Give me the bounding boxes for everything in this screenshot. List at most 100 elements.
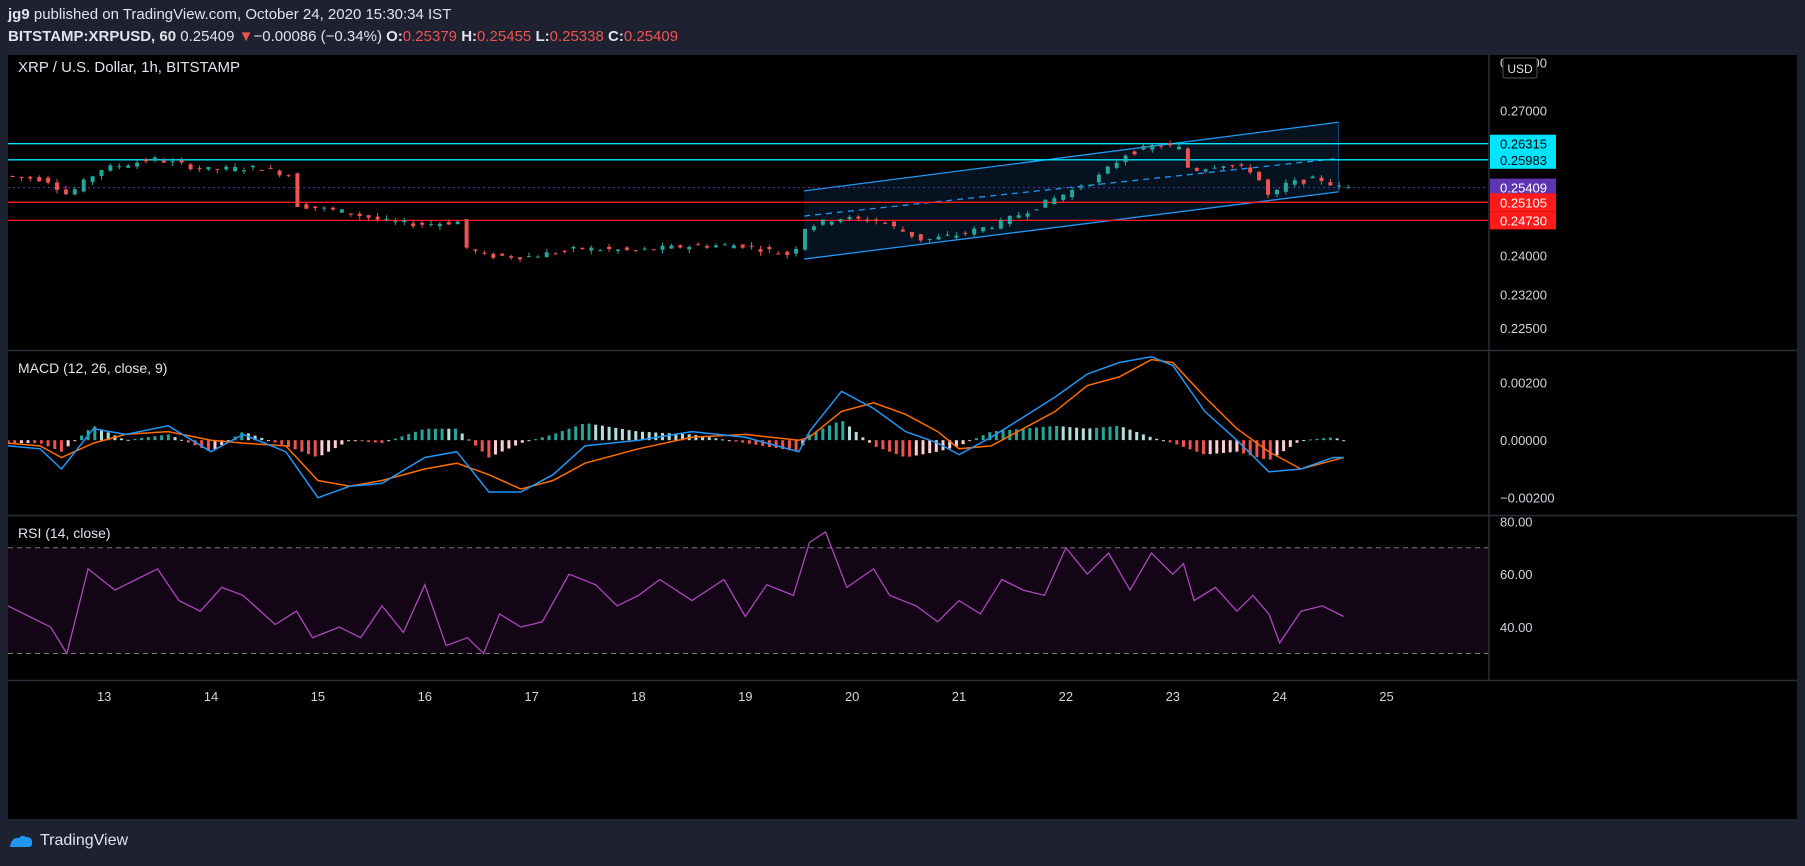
- candle-body: [55, 182, 59, 190]
- candle-body: [242, 170, 246, 172]
- horizontal-levels[interactable]: [8, 143, 1489, 222]
- price-marker-label: 0.25983: [1500, 153, 1547, 168]
- candle-body: [420, 222, 425, 225]
- time-axis-label: 21: [952, 689, 966, 704]
- candle-body: [402, 220, 407, 223]
- macd-histogram-bar: [93, 426, 97, 441]
- brand-name[interactable]: TradingView: [40, 832, 129, 849]
- macd-histogram-bar: [1222, 440, 1225, 453]
- price-marker-badge: [1490, 178, 1556, 197]
- macd-histogram-bar: [267, 440, 270, 442]
- publisher-name[interactable]: jg9: [8, 6, 30, 23]
- macd-histogram-bar: [19, 440, 23, 444]
- candle-body: [1319, 177, 1324, 182]
- macd-histogram-bar: [600, 425, 604, 441]
- macd-histogram-bar: [841, 421, 845, 441]
- time-axis-label: 13: [97, 689, 111, 704]
- macd-histogram-bar: [741, 440, 745, 443]
- macd-histogram-bar: [774, 440, 778, 448]
- macd-histogram-bar: [647, 432, 651, 441]
- macd-histogram-bar: [921, 440, 925, 455]
- channel-mid-line[interactable]: [804, 157, 1339, 217]
- macd-histogram-bar: [1055, 425, 1059, 441]
- candle-body: [1114, 162, 1119, 168]
- macd-histogram-bar: [447, 428, 451, 441]
- time-axis[interactable]: 13 14 15 16 17 18 19 20 21 22 23 24 25: [97, 689, 1394, 704]
- macd-histogram-bar: [1342, 440, 1346, 442]
- macd-histogram-bar: [734, 440, 738, 442]
- candle-body: [535, 256, 540, 258]
- price-axis[interactable]: 0.280000.270000.240000.232000.225000.002…: [1500, 55, 1555, 635]
- macd-histogram-bar: [934, 440, 938, 452]
- candle-body: [384, 218, 389, 220]
- macd-pane[interactable]: MACD (12, 26, close, 9): [8, 356, 1346, 499]
- time-axis-label: 17: [524, 689, 538, 704]
- macd-histogram-bar: [1061, 426, 1065, 441]
- macd-histogram-bar: [133, 438, 137, 441]
- rsi-axis-label: 40.00: [1500, 620, 1533, 635]
- candle-body: [81, 179, 86, 192]
- macd-histogram-bar: [253, 435, 257, 441]
- macd-histogram-bar: [641, 431, 644, 441]
- macd-histogram-bar: [26, 440, 30, 444]
- macd-axis-label: 0.00200: [1500, 376, 1547, 391]
- macd-histogram-bar: [1195, 440, 1199, 452]
- candle-body: [1132, 151, 1137, 155]
- candle-body: [954, 235, 959, 238]
- macd-histogram-bar: [1021, 428, 1025, 441]
- candle-body: [117, 166, 122, 168]
- macd-histogram-bar: [881, 440, 885, 450]
- macd-histogram-bar: [727, 440, 731, 442]
- channel-upper-line[interactable]: [804, 121, 1339, 192]
- macd-histogram-bar: [400, 436, 404, 441]
- macd-histogram-bar: [787, 440, 791, 451]
- macd-histogram-bar: [407, 434, 411, 441]
- price-pane[interactable]: XRP / U.S. Dollar, 1h, BITSTAMP: [8, 59, 1489, 263]
- candle-body: [1096, 174, 1101, 183]
- macd-histogram-bar: [454, 428, 457, 441]
- macd-histogram-bar: [567, 428, 571, 441]
- macd-histogram-bar: [1115, 426, 1119, 441]
- macd-histogram-bar: [420, 429, 424, 441]
- macd-histogram-bar: [1308, 439, 1312, 441]
- price-marker-label: 0.25105: [1500, 195, 1547, 210]
- time-axis-label: 14: [204, 689, 218, 704]
- candle-body: [1061, 194, 1066, 200]
- macd-histogram-bar: [874, 440, 878, 447]
- macd-histogram-bar: [1228, 440, 1232, 453]
- macd-histogram-bar: [153, 436, 157, 441]
- candle-body: [580, 247, 585, 250]
- macd-histogram-bar: [848, 426, 851, 441]
- macd-histogram-bar: [333, 440, 337, 449]
- candle-body: [1079, 187, 1083, 189]
- macd-histogram-bar: [928, 440, 932, 454]
- price-marker-badge: [1490, 134, 1556, 153]
- candle-body: [1257, 171, 1262, 181]
- macd-histogram-bar: [607, 426, 611, 441]
- macd-histogram-bar: [954, 440, 958, 447]
- candle-body: [429, 223, 433, 225]
- trading-chart[interactable]: XRP / U.S. Dollar, 1h, BITSTAMP MACD (12…: [8, 55, 1797, 819]
- macd-histogram-bar: [287, 440, 290, 447]
- currency-button[interactable]: USD: [1502, 57, 1538, 79]
- macd-histogram-bar: [1161, 440, 1165, 442]
- candle-body: [785, 251, 790, 255]
- candle-body: [313, 206, 318, 209]
- macd-histogram-bar: [220, 440, 224, 445]
- macd-histogram-bar: [240, 432, 244, 441]
- channel-lower-line[interactable]: [804, 191, 1339, 260]
- price-marker-label: 0.26315: [1500, 137, 1547, 152]
- macd-histogram-bar: [854, 431, 858, 441]
- candle-body: [72, 189, 77, 195]
- rsi-pane[interactable]: RSI (14, close): [8, 525, 1489, 656]
- candle-body: [473, 249, 478, 251]
- time-axis-label: 18: [631, 689, 645, 704]
- candle-body: [206, 166, 211, 170]
- rsi-axis-label: 60.00: [1500, 567, 1533, 582]
- candle-body: [19, 176, 24, 178]
- candle-body: [767, 246, 772, 250]
- macd-histogram-bar: [988, 432, 992, 441]
- candle-body: [491, 253, 496, 258]
- macd-histogram-bar: [681, 433, 684, 441]
- candle-body: [1016, 215, 1021, 218]
